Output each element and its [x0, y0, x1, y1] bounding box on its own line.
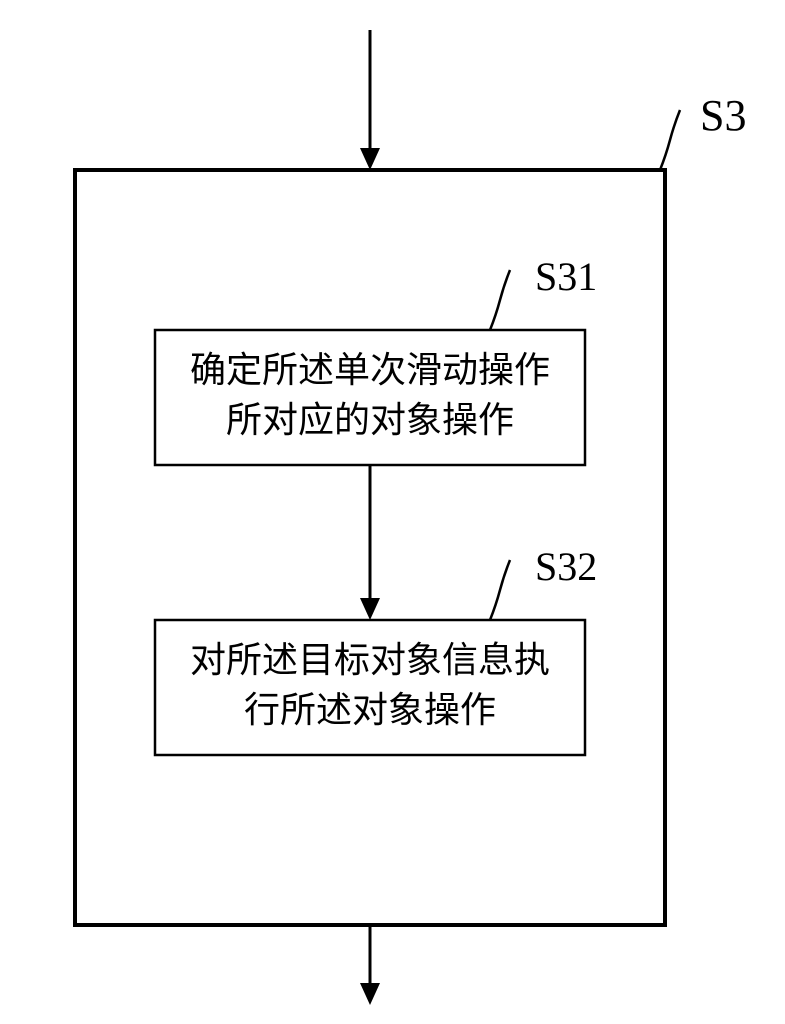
arrow-in-head [360, 148, 380, 170]
callout-s31 [490, 270, 510, 330]
node-s31-text-line-0: 确定所述单次滑动操作 [190, 350, 550, 390]
node-s32-text-line-1: 行所述对象操作 [244, 690, 496, 730]
callout-s32 [490, 560, 510, 620]
arrow-out-head [360, 983, 380, 1005]
node-s31-text-line-1: 所对应的对象操作 [226, 400, 514, 440]
callout-s3 [660, 110, 680, 170]
arrow-s31-s32-head [360, 598, 380, 620]
label-s31: S31 [535, 254, 597, 299]
node-s32-text-line-0: 对所述目标对象信息执 [190, 640, 550, 680]
label-s32: S32 [535, 544, 597, 589]
label-s3: S3 [700, 91, 746, 140]
